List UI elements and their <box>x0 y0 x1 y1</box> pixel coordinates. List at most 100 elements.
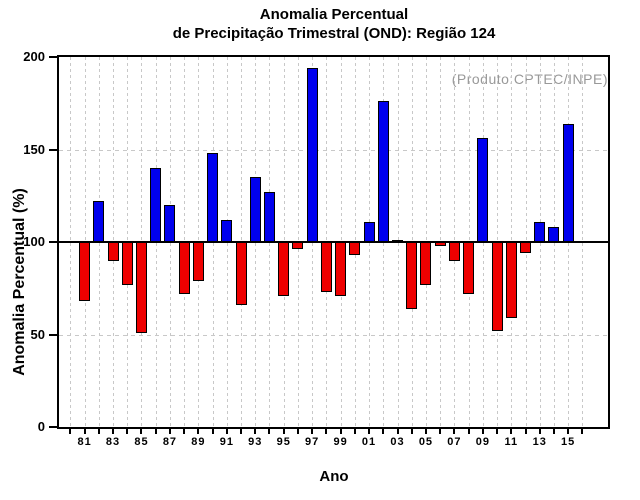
bar-2004 <box>406 242 418 309</box>
bar-1997 <box>306 68 318 242</box>
x-axis-tick <box>424 427 427 434</box>
y-tick-label: 100 <box>23 234 45 249</box>
y-axis-label: Anomalia Percentual (%) <box>11 188 28 376</box>
bar-1985 <box>135 242 147 333</box>
bar-2011 <box>505 242 517 318</box>
bar-1981 <box>79 242 91 302</box>
bar-1983 <box>107 242 119 261</box>
bar-1991 <box>221 219 233 242</box>
x-axis-tick <box>154 427 157 434</box>
bar-2008 <box>463 242 475 294</box>
x-tick-label: 95 <box>276 436 291 448</box>
x-axis-tick <box>69 427 72 434</box>
x-tick-label: 93 <box>248 436 263 448</box>
x-axis-tick <box>467 427 470 434</box>
x-tick-label: 99 <box>333 436 348 448</box>
bar-2013 <box>534 221 546 242</box>
x-axis-tick <box>83 427 86 434</box>
x-tick-label: 05 <box>418 436 434 448</box>
x-axis-tick <box>382 427 385 434</box>
x-axis-tick <box>496 427 499 434</box>
x-axis-tick <box>481 427 484 434</box>
x-axis-tick <box>510 427 513 434</box>
bar-2000 <box>349 242 361 255</box>
bar-2001 <box>363 221 375 242</box>
bar-1988 <box>178 242 190 294</box>
x-axis-tick <box>126 427 129 434</box>
chart-title-line2: de Precipitação Trimestral (OND): Região… <box>172 25 496 42</box>
x-axis-tick <box>225 427 228 434</box>
y-axis-tick <box>49 56 58 58</box>
bar-2014 <box>548 227 560 242</box>
y-axis-tick <box>49 148 58 151</box>
x-axis-tick <box>183 427 186 434</box>
x-tick-label: 01 <box>361 436 377 448</box>
x-axis-label: Ano <box>319 468 349 485</box>
x-axis-tick <box>368 427 371 434</box>
x-axis-tick <box>254 427 257 434</box>
x-axis-tick <box>211 427 214 434</box>
x-tick-label: 85 <box>134 436 149 448</box>
x-tick-label: 03 <box>390 436 405 448</box>
bar-2015 <box>562 123 574 242</box>
x-axis-tick <box>538 427 541 434</box>
x-axis-tick <box>240 427 243 434</box>
bar-1992 <box>235 242 247 305</box>
y-axis-tick <box>49 333 58 336</box>
bar-1998 <box>320 242 332 292</box>
x-axis-tick <box>97 427 100 434</box>
gridline-horizontal <box>59 334 608 336</box>
x-tick-label: 87 <box>162 436 178 448</box>
bar-1984 <box>121 242 133 285</box>
x-tick-label: 97 <box>305 436 320 448</box>
x-axis-tick <box>140 427 143 434</box>
x-axis-tick <box>325 427 328 434</box>
bar-2010 <box>491 242 503 331</box>
chart-title-line1: Anomalia Percentual <box>259 6 409 23</box>
x-axis-tick <box>524 427 527 434</box>
x-axis-tick <box>268 427 271 434</box>
x-axis-tick <box>339 427 342 434</box>
x-axis-tick <box>311 427 314 434</box>
bar-1996 <box>292 242 304 250</box>
x-axis-tick <box>552 427 555 434</box>
bar-2012 <box>520 242 531 254</box>
bar-1982 <box>93 201 105 242</box>
y-tick-label: 0 <box>37 419 45 434</box>
product-annotation: (Produto:CPTEC/INPE) <box>451 71 608 87</box>
bar-2005 <box>420 242 432 285</box>
x-tick-label: 15 <box>561 436 576 448</box>
y-tick-label: 200 <box>23 49 45 64</box>
x-axis-tick <box>396 427 399 434</box>
y-axis-tick <box>49 426 58 428</box>
bar-1999 <box>335 242 347 296</box>
x-tick-label: 89 <box>191 436 206 448</box>
bar-1986 <box>150 168 162 242</box>
x-tick-label: 09 <box>475 436 490 448</box>
x-tick-label: 13 <box>532 436 547 448</box>
y-tick-label: 150 <box>23 141 45 157</box>
bar-2009 <box>477 138 489 242</box>
x-axis-tick <box>168 427 171 434</box>
x-axis-tick <box>453 427 456 434</box>
baseline-100 <box>59 241 608 243</box>
x-tick-label: 91 <box>219 436 234 448</box>
x-axis-tick <box>112 427 115 434</box>
x-axis-tick <box>353 427 356 434</box>
x-tick-label: 81 <box>77 436 92 448</box>
x-axis-tick <box>197 427 200 434</box>
y-axis-tick <box>49 241 58 243</box>
x-tick-label: 11 <box>504 436 519 448</box>
x-axis-tick <box>410 427 413 434</box>
gridline-horizontal <box>59 149 608 151</box>
x-axis-tick <box>439 427 442 434</box>
x-tick-label: 83 <box>105 436 121 448</box>
bar-1990 <box>207 153 219 242</box>
bar-1994 <box>263 192 275 242</box>
x-axis-tick <box>282 427 285 434</box>
bar-2002 <box>377 101 389 242</box>
bar-1989 <box>192 242 204 281</box>
x-axis-tick <box>567 427 570 434</box>
x-axis-tick <box>296 427 299 434</box>
